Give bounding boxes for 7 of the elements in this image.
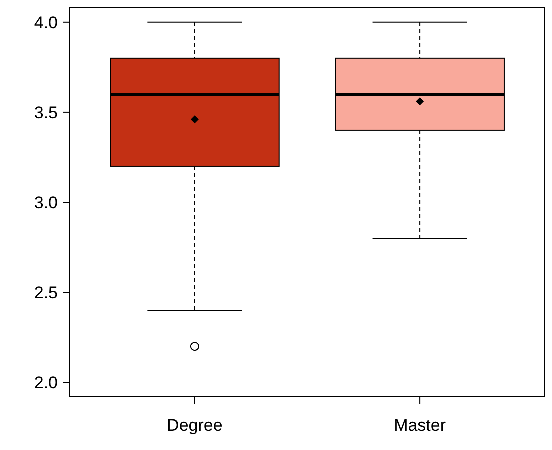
y-tick-label: 2.0 (34, 374, 58, 393)
y-tick-label: 2.5 (34, 283, 58, 302)
y-tick-label: 4.0 (34, 13, 58, 32)
x-tick-label: Degree (167, 416, 223, 435)
x-tick-label: Master (394, 416, 446, 435)
y-tick-label: 3.5 (34, 103, 58, 122)
y-tick-label: 3.0 (34, 193, 58, 212)
